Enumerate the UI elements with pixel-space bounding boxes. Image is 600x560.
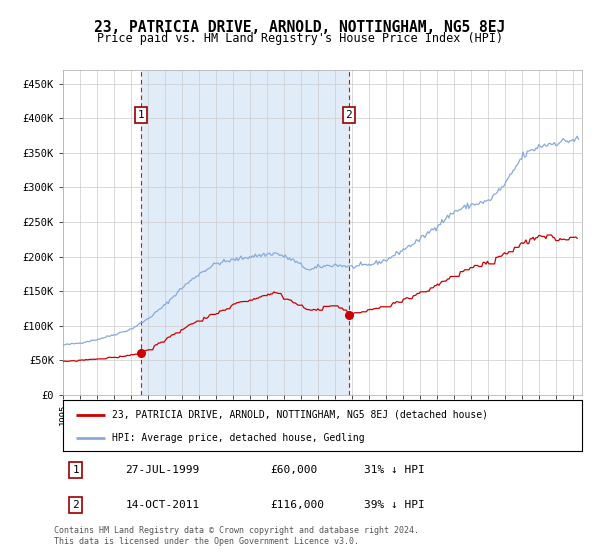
Text: HPI: Average price, detached house, Gedling: HPI: Average price, detached house, Gedl… bbox=[112, 433, 365, 443]
Text: 1: 1 bbox=[73, 465, 79, 475]
Text: 23, PATRICIA DRIVE, ARNOLD, NOTTINGHAM, NG5 8EJ: 23, PATRICIA DRIVE, ARNOLD, NOTTINGHAM, … bbox=[94, 20, 506, 35]
Text: £60,000: £60,000 bbox=[271, 465, 318, 475]
Text: 31% ↓ HPI: 31% ↓ HPI bbox=[364, 465, 425, 475]
Text: Contains HM Land Registry data © Crown copyright and database right 2024.
This d: Contains HM Land Registry data © Crown c… bbox=[54, 526, 419, 546]
Text: 2: 2 bbox=[73, 500, 79, 510]
Text: 39% ↓ HPI: 39% ↓ HPI bbox=[364, 500, 425, 510]
Text: 1: 1 bbox=[137, 110, 144, 120]
Text: 27-JUL-1999: 27-JUL-1999 bbox=[125, 465, 200, 475]
Text: 14-OCT-2011: 14-OCT-2011 bbox=[125, 500, 200, 510]
Bar bbox=[141, 70, 349, 395]
Text: £116,000: £116,000 bbox=[271, 500, 325, 510]
Text: Price paid vs. HM Land Registry's House Price Index (HPI): Price paid vs. HM Land Registry's House … bbox=[97, 32, 503, 45]
Text: 2: 2 bbox=[346, 110, 352, 120]
Text: 23, PATRICIA DRIVE, ARNOLD, NOTTINGHAM, NG5 8EJ (detached house): 23, PATRICIA DRIVE, ARNOLD, NOTTINGHAM, … bbox=[112, 409, 488, 419]
